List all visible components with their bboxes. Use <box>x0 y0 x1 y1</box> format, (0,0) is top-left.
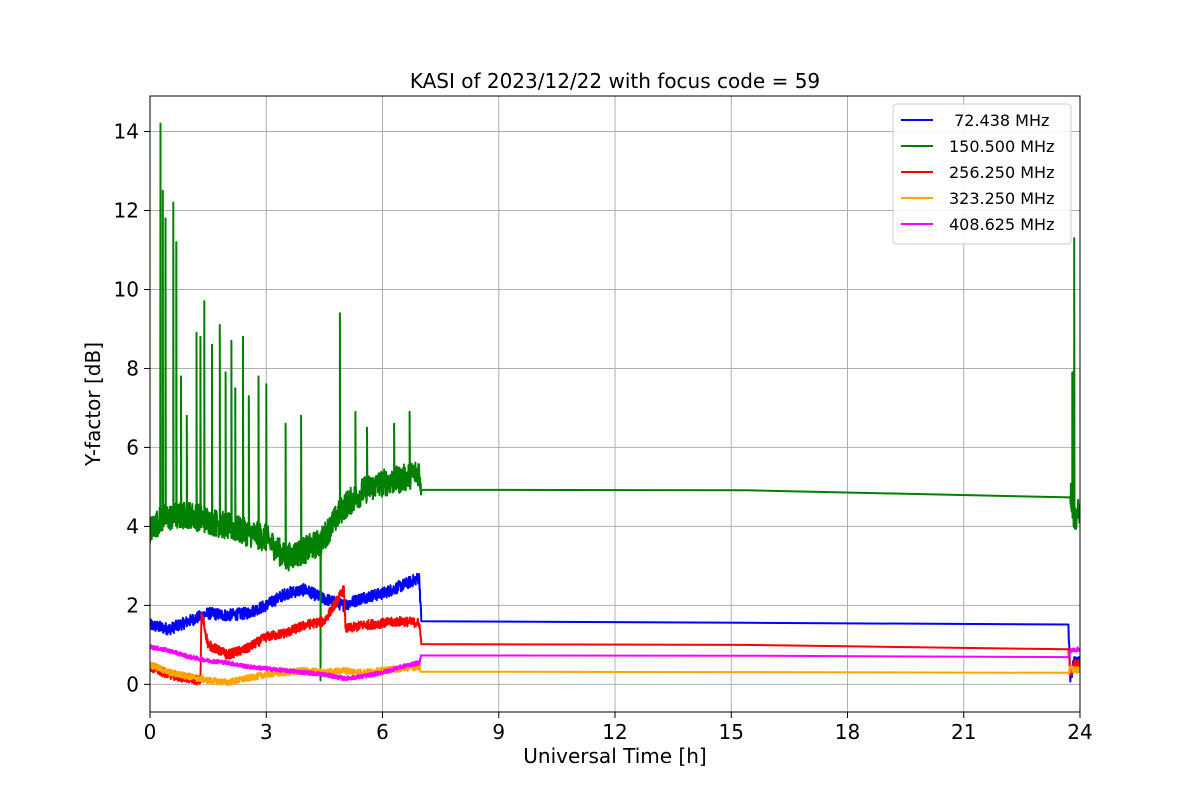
y-axis: 0 2 4 6 8 10 12 14 <box>114 120 150 696</box>
legend-label: 408.625 MHz <box>949 215 1054 234</box>
y-tick-label: 6 <box>126 435 139 459</box>
legend: 72.438 MHz 150.500 MHz 256.250 MHz 323.250 … <box>892 103 1072 245</box>
y-tick-label: 12 <box>114 199 139 223</box>
plot-area <box>150 122 1080 687</box>
y-tick-label: 4 <box>126 514 139 538</box>
x-tick-label: 9 <box>492 720 505 744</box>
legend-label: 150.500 MHz <box>949 137 1054 156</box>
series-line <box>150 122 1080 682</box>
y-axis-label: Y-factor [dB] <box>81 342 105 467</box>
x-tick-label: 0 <box>144 720 157 744</box>
x-tick-label: 18 <box>835 720 860 744</box>
legend-label: 323.250 MHz <box>949 189 1054 208</box>
y-tick-label: 0 <box>126 672 139 696</box>
x-tick-label: 21 <box>951 720 976 744</box>
legend-label: 256.250 MHz <box>949 163 1054 182</box>
y-tick-label: 10 <box>114 277 139 301</box>
legend-box <box>892 103 1072 245</box>
series-line <box>150 572 1080 683</box>
x-tick-label: 24 <box>1067 720 1092 744</box>
x-tick-label: 12 <box>602 720 627 744</box>
x-axis-label: Universal Time [h] <box>523 744 706 768</box>
x-tick-label: 6 <box>376 720 389 744</box>
x-tick-label: 3 <box>260 720 273 744</box>
legend-label: 72.438 MHz <box>949 111 1049 130</box>
chart-title: KASI of 2023/12/22 with focus code = 59 <box>410 69 820 93</box>
y-tick-label: 8 <box>126 356 139 380</box>
x-axis: 0 3 6 9 12 15 18 21 24 <box>144 712 1093 744</box>
x-tick-label: 15 <box>719 720 744 744</box>
y-tick-label: 2 <box>126 593 139 617</box>
y-tick-label: 14 <box>114 120 139 144</box>
series-line <box>150 644 1080 682</box>
